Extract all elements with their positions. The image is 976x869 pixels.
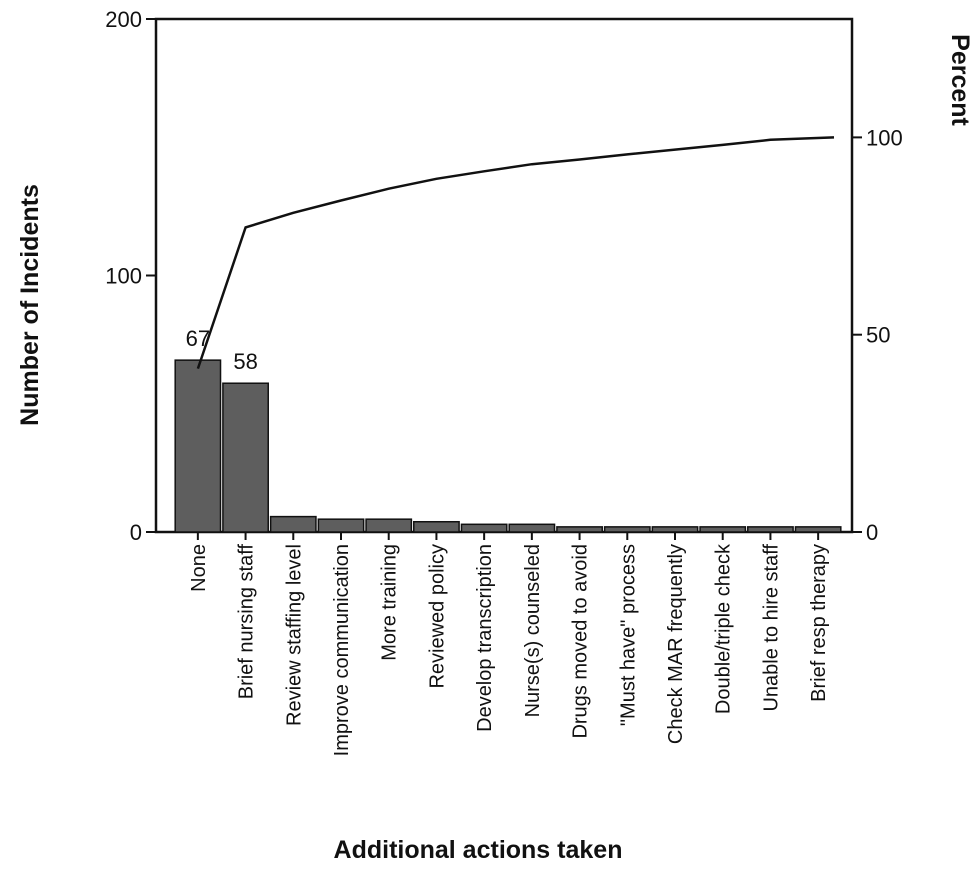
category-label-1: Brief nursing staff	[236, 544, 258, 700]
bar-6	[460, 523, 508, 533]
category-label-6: Develop transcription	[474, 544, 496, 732]
y-axis-title: Number of Incidents	[16, 184, 44, 426]
category-label-0: None	[188, 544, 210, 592]
bar-9	[603, 526, 651, 533]
bar-7	[508, 523, 556, 533]
category-label-3: Improve communication	[331, 544, 353, 756]
category-label-4: More training	[379, 544, 401, 661]
y2-tick-label-2: 100	[866, 125, 903, 150]
category-label-2: Review staffing level	[283, 544, 305, 726]
y-tick-label-2: 200	[105, 7, 142, 32]
bar-13	[794, 526, 842, 533]
y2-axis-title: Percent	[946, 34, 974, 126]
bar-8	[556, 526, 603, 533]
cumulative-percent-line	[196, 136, 835, 370]
category-label-5: Reviewed policy	[426, 544, 448, 689]
category-label-12: Unable to hire staff	[760, 544, 782, 712]
bar-2	[269, 515, 317, 533]
data-label-1: 58	[233, 349, 257, 374]
bar-4	[365, 518, 413, 533]
bar-1	[222, 382, 269, 533]
category-label-11: Double/triple check	[713, 543, 735, 714]
y2-tick-label-0: 0	[866, 520, 878, 545]
bar-10	[651, 526, 699, 533]
y-tick-label-0: 0	[130, 520, 142, 545]
bar-11	[699, 526, 747, 533]
data-label-0: 67	[186, 326, 210, 351]
category-label-9: "Must have" process	[617, 544, 639, 726]
category-label-8: Drugs moved to avoid	[570, 544, 592, 739]
category-label-7: Nurse(s) counseled	[522, 544, 544, 717]
x-axis-title: Additional actions taken	[334, 836, 623, 864]
bar-5	[413, 520, 460, 533]
category-label-10: Check MAR frequently	[665, 544, 687, 744]
bar-12	[747, 526, 794, 533]
y-tick-label-1: 100	[105, 264, 142, 289]
category-label-13: Brief resp therapy	[808, 544, 830, 702]
y2-tick-label-1: 50	[866, 323, 890, 348]
bar-3	[317, 518, 365, 533]
bar-0	[174, 359, 222, 533]
